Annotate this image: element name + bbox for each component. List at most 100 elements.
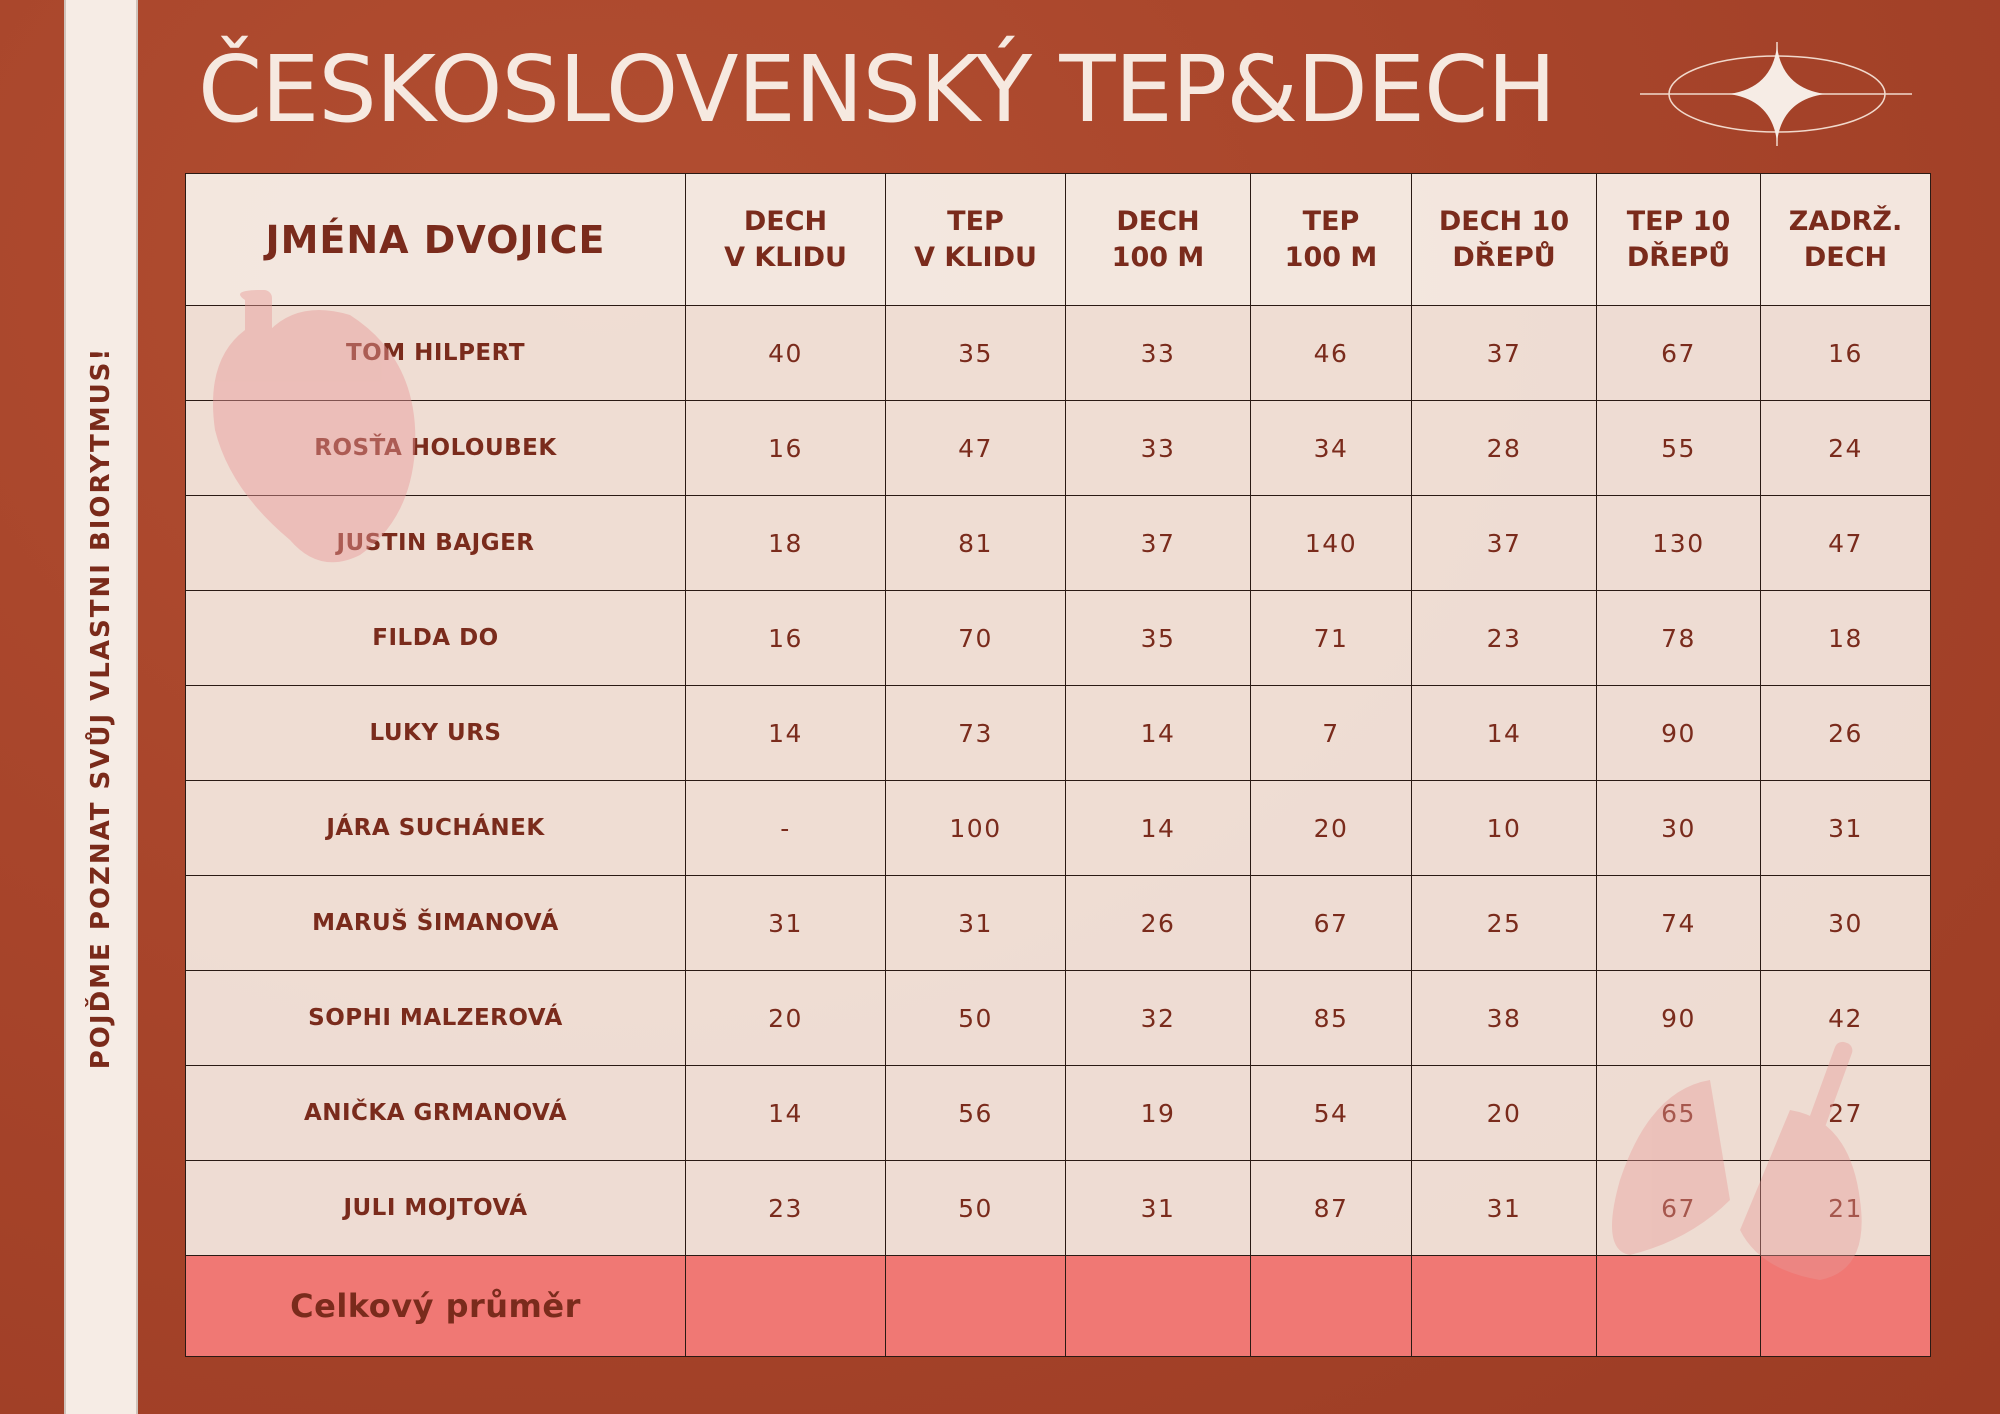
value-cell: 26 (1760, 685, 1931, 781)
value-cell: 30 (1596, 780, 1761, 876)
value-cell: 14 (1065, 685, 1251, 781)
table-body: TOM HILPERT 40 35 33 46 37 67 16 ROSŤA HOLOUBEK 1… (185, 305, 1931, 1357)
name-cell: JUSTIN BAJGER (185, 495, 686, 591)
footer-cell (1596, 1255, 1761, 1357)
header-cell: TEP 10 DŘEPŮ (1596, 173, 1761, 306)
name-cell: JÁRA SUCHÁNEK (185, 780, 686, 876)
value-cell: 70 (885, 590, 1066, 686)
value-cell: 28 (1411, 400, 1597, 496)
value-cell: 78 (1596, 590, 1761, 686)
value-cell: 81 (885, 495, 1066, 591)
side-strip (64, 0, 138, 1414)
name-cell: JULI MOJTOVÁ (185, 1160, 686, 1256)
star-ornament (1640, 42, 1912, 146)
value-cell: 46 (1250, 305, 1412, 401)
value-cell: 27 (1760, 1065, 1931, 1161)
value-cell: 19 (1065, 1065, 1251, 1161)
name-cell: SOPHI MALZEROVÁ (185, 970, 686, 1066)
header-cell: TEP V KLIDU (885, 173, 1066, 306)
header-text: TEP (1302, 205, 1360, 237)
value-cell: 33 (1065, 305, 1251, 401)
value-cell: 21 (1760, 1160, 1931, 1256)
value-cell: 55 (1596, 400, 1761, 496)
value-cell: 18 (1760, 590, 1931, 686)
value-cell: 16 (1760, 305, 1931, 401)
header-text: DŘEPŮ (1626, 241, 1731, 273)
title: ČESKOSLOVENSKÝ TEP&DECH (198, 36, 1556, 143)
header-text: DECH (1116, 205, 1200, 237)
side-text: POJĎME POZNAT SVŮJ VLASTNI BIORYTMUS! (86, 346, 116, 1070)
header-text: V KLIDU (914, 241, 1037, 273)
value-cell: 85 (1250, 970, 1412, 1066)
value-cell: 20 (685, 970, 886, 1066)
name-cell: ANIČKA GRMANOVÁ (185, 1065, 686, 1161)
header-text: 100 M (1111, 241, 1205, 273)
name-cell: LUKY URS (185, 685, 686, 781)
value-cell: 40 (685, 305, 886, 401)
value-cell: 100 (885, 780, 1066, 876)
header-cell: DECH 100 M (1065, 173, 1251, 306)
header-text: DECH 10 (1438, 205, 1570, 237)
header-cell: JMÉNA DVOJICE (185, 173, 686, 306)
header-cell: DECH V KLIDU (685, 173, 886, 306)
header-text: TEP 10 (1626, 205, 1731, 237)
value-cell: 67 (1250, 875, 1412, 971)
table-row: FILDA DO 16 70 35 71 23 78 18 (185, 590, 1931, 686)
value-cell: 31 (885, 875, 1066, 971)
table-row: JUSTIN BAJGER 18 81 37 140 37 130 47 (185, 495, 1931, 591)
value-cell: - (685, 780, 886, 876)
table-row: JÁRA SUCHÁNEK -100 14 20 10 30 31 (185, 780, 1931, 876)
value-cell: 50 (885, 1160, 1066, 1256)
value-cell: 14 (685, 685, 886, 781)
footer-cell (1411, 1255, 1597, 1357)
value-cell: 20 (1411, 1065, 1597, 1161)
value-cell: 26 (1065, 875, 1251, 971)
value-cell: 30 (1760, 875, 1931, 971)
value-cell: 31 (1760, 780, 1931, 876)
header-text: DŘEPŮ (1452, 241, 1556, 273)
name-cell: MARUŠ ŠIMANOVÁ (185, 875, 686, 971)
value-cell: 54 (1250, 1065, 1412, 1161)
value-cell: 14 (1065, 780, 1251, 876)
footer-cell (885, 1255, 1066, 1357)
value-cell: 16 (685, 400, 886, 496)
value-cell: 42 (1760, 970, 1931, 1066)
value-cell: 56 (885, 1065, 1066, 1161)
header-row: JMÉNA DVOJICE DECH V KLIDU TEP V KLIDU DECH 10… (185, 173, 1931, 306)
value-cell: 31 (1411, 1160, 1597, 1256)
value-cell: 47 (1760, 495, 1931, 591)
table-row: TOM HILPERT 40 35 33 46 37 67 16 (185, 305, 1931, 401)
value-cell: 130 (1596, 495, 1761, 591)
header-text: ZADRŽ. (1788, 205, 1903, 237)
value-cell: 16 (685, 590, 886, 686)
value-cell: 38 (1411, 970, 1597, 1066)
footer-cell (1760, 1255, 1931, 1357)
table-row: LUKY URS 14 73 14 7 14 90 26 (185, 685, 1931, 781)
value-cell: 73 (885, 685, 1066, 781)
value-cell: 32 (1065, 970, 1251, 1066)
value-cell: 65 (1596, 1065, 1761, 1161)
header-text: DECH (743, 205, 828, 237)
value-cell: 37 (1065, 495, 1251, 591)
value-cell: 23 (1411, 590, 1597, 686)
value-cell: 140 (1250, 495, 1412, 591)
value-cell: 18 (685, 495, 886, 591)
value-cell: 23 (685, 1160, 886, 1256)
value-cell: 37 (1411, 495, 1597, 591)
value-cell: 33 (1065, 400, 1251, 496)
value-cell: 25 (1411, 875, 1597, 971)
table-row: SOPHI MALZEROVÁ 20 50 32 85 38 90 42 (185, 970, 1931, 1066)
header-text: JMÉNA DVOJICE (265, 217, 606, 262)
value-cell: 24 (1760, 400, 1931, 496)
value-cell: 14 (685, 1065, 886, 1161)
header-text: 100 M (1284, 241, 1378, 273)
value-cell: 71 (1250, 590, 1412, 686)
value-cell: 67 (1596, 305, 1761, 401)
table-row: JULI MOJTOVÁ 23 50 31 87 31 67 21 (185, 1160, 1931, 1256)
value-cell: 67 (1596, 1160, 1761, 1256)
value-cell: 90 (1596, 685, 1761, 781)
value-cell: 90 (1596, 970, 1761, 1066)
value-cell: 47 (885, 400, 1066, 496)
name-cell: FILDA DO (185, 590, 686, 686)
